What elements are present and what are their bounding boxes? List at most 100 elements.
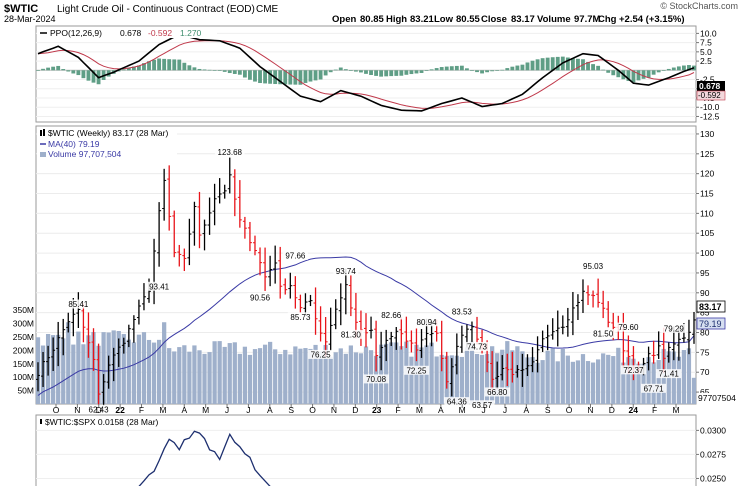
ohlc-bar <box>202 219 207 251</box>
ppo-histogram-bar <box>364 70 368 74</box>
volume-bar <box>691 377 697 404</box>
price-bars <box>36 157 696 406</box>
ppo-histogram-bar <box>162 58 167 71</box>
price-annotation: 71.41 <box>659 370 680 379</box>
ppo-histogram-bar <box>429 69 434 71</box>
annotation-bg <box>661 323 687 333</box>
ppo-histogram-bar <box>212 70 217 71</box>
ohlc-bar <box>459 325 464 353</box>
volume-bar <box>389 342 394 404</box>
x-axis-label: J <box>246 405 250 415</box>
x-axis-label: D <box>96 405 102 415</box>
volume-bar <box>338 348 343 404</box>
price-annotation: 97.66 <box>285 251 306 260</box>
volume-bar <box>212 341 217 404</box>
volume-bar <box>434 356 439 404</box>
ohlc-bar <box>389 331 394 346</box>
ohlc-bar <box>591 290 596 308</box>
ppo-histogram-bar <box>641 70 646 79</box>
volume-bar <box>656 360 661 404</box>
annotation-bg <box>580 261 606 271</box>
volume-bar <box>298 348 303 404</box>
ohlc-bar <box>384 329 389 362</box>
volume-bar <box>379 344 384 404</box>
ratio-tick-label: 0.0275 <box>700 449 726 459</box>
exchange-label: CME <box>256 4 279 15</box>
ppo-histogram-bar <box>51 66 56 71</box>
ppo-histogram-bar <box>606 70 611 73</box>
price-annotation: 81.50 <box>593 330 614 339</box>
price-annotation: 79.29 <box>664 324 685 333</box>
volume-bar <box>565 355 570 404</box>
ohlc-bar <box>167 165 172 231</box>
volume-bar <box>131 342 136 404</box>
ohlc-bar <box>404 316 409 348</box>
ohlc-bar <box>510 351 515 383</box>
price-tick-label: 70 <box>700 367 710 377</box>
ohlc-bar <box>41 351 46 388</box>
ohlc-bar <box>263 247 268 291</box>
x-axis-label: F <box>652 405 657 415</box>
ppo-tick-label: -12.5 <box>700 111 720 121</box>
ohlc-bar <box>136 299 141 325</box>
volume-bar <box>146 339 152 404</box>
ohlc-bar <box>540 330 545 352</box>
ohlc-bar <box>182 248 187 272</box>
ohlc-bar <box>676 328 681 361</box>
price-annotation: 95.03 <box>583 262 604 271</box>
ohlc-bar <box>374 320 379 372</box>
volume-bar <box>545 350 550 404</box>
annotation-bg <box>214 147 245 157</box>
ohlc-bar <box>76 292 81 329</box>
volume-bar <box>454 355 459 404</box>
price-annotation: 93.41 <box>149 282 170 291</box>
ppo-histogram-bar <box>530 60 535 71</box>
ohlc-bar <box>121 337 126 354</box>
ppo-histogram-bar <box>197 68 202 71</box>
ppo-histogram-bar <box>444 66 449 71</box>
ohlc-label: High <box>386 14 407 25</box>
ohlc-bar <box>96 343 101 406</box>
x-axis-label: M <box>159 405 166 415</box>
volume-bar <box>464 347 470 404</box>
volume-bar <box>611 356 616 404</box>
price-tick-label: 80 <box>700 328 710 338</box>
volume-bar <box>217 341 222 404</box>
ppo-histogram-bar <box>323 70 328 76</box>
ohlc-bar <box>101 374 106 406</box>
annotation-bg <box>146 281 172 291</box>
volume-bar <box>187 351 192 404</box>
annotation-bg <box>247 293 273 303</box>
x-axis-label: A <box>181 405 187 415</box>
volume-bar <box>262 344 268 404</box>
x-axis-label: O <box>309 405 316 415</box>
ohlc-bar <box>601 290 606 319</box>
price-annotation: 93.74 <box>336 267 357 276</box>
volume-bar <box>621 362 626 404</box>
volume-bar <box>616 347 621 404</box>
ppo-histogram-bar <box>313 70 318 81</box>
ppo-histogram-bar <box>576 58 580 71</box>
price-tick-label: 115 <box>700 189 714 199</box>
ppo-histogram-bar <box>227 70 232 74</box>
price-annotation: 66.80 <box>487 388 508 397</box>
price-tick-label: 105 <box>700 228 714 238</box>
ppo-histogram-bar <box>470 70 474 71</box>
volume-bar <box>121 334 126 404</box>
annotation-bg <box>464 341 490 351</box>
volume-bar <box>439 354 444 404</box>
volume-bar <box>570 361 576 404</box>
price-tick-label: 120 <box>700 169 714 179</box>
ppo-histogram-bar <box>232 70 237 74</box>
price-annotation: 80.94 <box>417 318 438 327</box>
ohlc-bar <box>116 338 121 367</box>
volume-bar <box>525 357 530 404</box>
ohlc-label: Chg <box>598 14 617 25</box>
ppo-histogram-bar <box>485 70 490 73</box>
volume-bar <box>399 346 404 404</box>
volume-bar <box>177 347 182 404</box>
ohlc-bar <box>379 331 384 371</box>
volume-badge: 97707504 <box>698 393 736 403</box>
ppo-histogram-bar <box>237 70 242 75</box>
volume-bar <box>273 349 278 404</box>
